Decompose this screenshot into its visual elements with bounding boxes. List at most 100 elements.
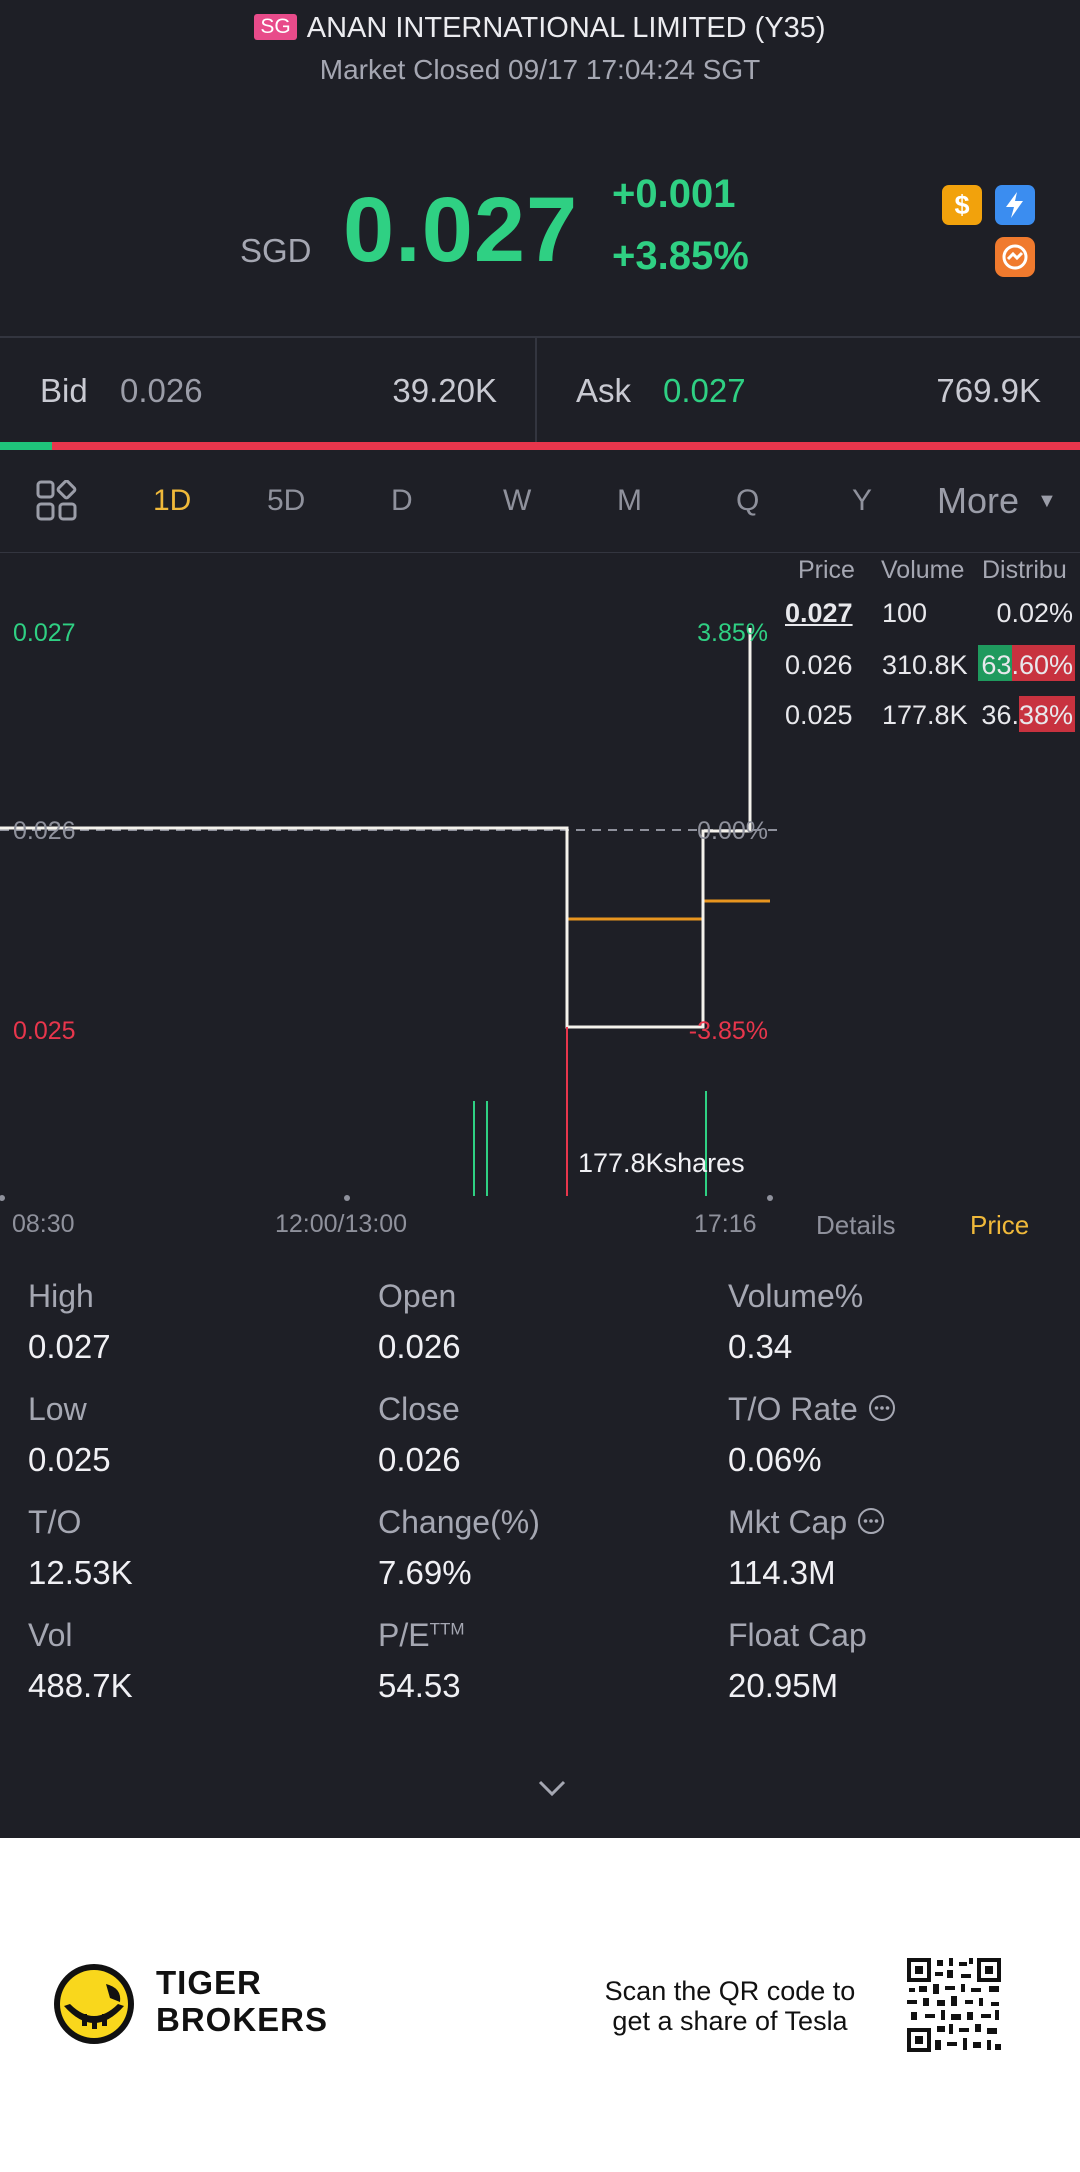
row-price: 0.025 bbox=[785, 700, 853, 730]
intraday-chart[interactable] bbox=[0, 553, 780, 1203]
tab-details[interactable]: Details bbox=[816, 1210, 896, 1240]
volume-tooltip: 177.8Kshares bbox=[578, 1148, 745, 1178]
y-axis-bottom-label: 0.025 bbox=[13, 1017, 76, 1045]
average-price-line bbox=[0, 826, 770, 921]
layout-grid-icon[interactable] bbox=[36, 479, 78, 527]
row-volume: 177.8K bbox=[882, 700, 968, 730]
stat-volume-pct-label: Volume% bbox=[728, 1278, 864, 1314]
bid-size: 39.20K bbox=[392, 372, 497, 409]
market-badge: SG bbox=[254, 14, 297, 40]
stat-vol-value: 488.7K bbox=[28, 1667, 133, 1704]
divider bbox=[0, 336, 1080, 338]
tab-1d[interactable]: 1D bbox=[153, 484, 192, 517]
price-line bbox=[0, 628, 752, 1029]
stat-vol-label: Vol bbox=[28, 1617, 73, 1653]
x-axis-end-label: 17:16 bbox=[694, 1210, 757, 1238]
row-distribution: 36.38% bbox=[981, 700, 1073, 730]
row-distribution: 0.02% bbox=[996, 598, 1073, 628]
more-dropdown[interactable]: More ▼ bbox=[937, 480, 1057, 522]
stock-title: SG ANAN INTERNATIONAL LIMITED (Y35) bbox=[0, 12, 1080, 45]
stat-low-value: 0.025 bbox=[28, 1441, 111, 1478]
bid-volume-bar bbox=[0, 442, 52, 450]
col-distribution: Distribu bbox=[982, 556, 1067, 584]
divider bbox=[0, 552, 1080, 553]
brand-line-2: BROKERS bbox=[156, 2001, 329, 2038]
stat-float-cap-value: 20.95M bbox=[728, 1667, 839, 1704]
stat-high-value: 0.027 bbox=[28, 1328, 111, 1365]
scan-prompt: Scan the QR code to get a share of Tesla bbox=[585, 1976, 875, 2036]
col-volume: Volume bbox=[881, 556, 965, 584]
stat-to-rate-value: 0.06% bbox=[728, 1441, 822, 1478]
axis-tick bbox=[767, 1195, 773, 1201]
stat-close-value: 0.026 bbox=[378, 1441, 461, 1478]
tab-price[interactable]: Price bbox=[970, 1210, 1030, 1240]
tab-d[interactable]: D bbox=[391, 484, 413, 517]
ask-price: 0.027 bbox=[663, 372, 746, 409]
stat-close-label: Close bbox=[378, 1391, 460, 1427]
stat-to-rate-label: T/O Rate bbox=[728, 1391, 858, 1427]
price-change-percent: +3.85% bbox=[612, 234, 749, 278]
x-axis-mid-label: 12:00/13:00 bbox=[275, 1210, 408, 1238]
tab-q[interactable]: Q bbox=[736, 484, 760, 517]
row-distribution: 63.60% bbox=[981, 650, 1073, 680]
stat-change-pct-label: Change(%) bbox=[378, 1504, 540, 1540]
promo-footer: TIGER BROKERS Scan the QR code to get a … bbox=[0, 1838, 1080, 2172]
expand-chevron-icon[interactable] bbox=[536, 1778, 568, 1803]
bid-label: Bid bbox=[40, 372, 88, 409]
axis-tick bbox=[0, 1195, 5, 1201]
stat-pe-label: P/E bbox=[378, 1617, 430, 1653]
pct-axis-top-label: 3.85% bbox=[697, 619, 768, 647]
brand-line-1: TIGER bbox=[156, 1964, 262, 2001]
pct-axis-mid-label: 0.00% bbox=[697, 817, 768, 845]
y-axis-top-label: 0.027 bbox=[13, 619, 76, 647]
dollar-icon[interactable]: $ bbox=[942, 185, 982, 225]
distribution-bar bbox=[1019, 696, 1075, 732]
axis-tick bbox=[344, 1195, 350, 1201]
stat-mkt-cap-label: Mkt Cap bbox=[728, 1504, 848, 1540]
bid-price: 0.026 bbox=[120, 372, 203, 409]
stat-low-label: Low bbox=[28, 1391, 87, 1427]
stat-mkt-cap-value: 114.3M bbox=[728, 1554, 836, 1591]
tab-5d[interactable]: 5D bbox=[267, 484, 306, 517]
scan-line-2: get a share of Tesla bbox=[612, 2006, 848, 2036]
stat-pe: P/ETTM bbox=[378, 1617, 465, 1654]
divider bbox=[535, 338, 537, 442]
tab-w[interactable]: W bbox=[503, 484, 532, 517]
stat-to-value: 12.53K bbox=[28, 1554, 133, 1591]
more-label: More bbox=[937, 480, 1020, 521]
row-price: 0.027 bbox=[785, 598, 853, 628]
row-volume: 100 bbox=[882, 598, 928, 628]
stat-change-pct-value: 7.69% bbox=[378, 1554, 472, 1591]
ask-label: Ask bbox=[576, 372, 632, 409]
stat-mkt-cap[interactable]: Mkt Cap bbox=[728, 1504, 886, 1541]
more-info-icon[interactable] bbox=[867, 1393, 897, 1423]
x-axis-start-label: 08:30 bbox=[12, 1210, 75, 1238]
brand-name: TIGER BROKERS bbox=[156, 1964, 328, 2038]
qr-code bbox=[905, 1956, 1003, 2059]
chart-circle-icon[interactable] bbox=[995, 237, 1035, 277]
stat-high-label: High bbox=[28, 1278, 94, 1314]
ask-size: 769.9K bbox=[936, 372, 1041, 409]
lightning-icon[interactable] bbox=[995, 185, 1035, 225]
stat-volume-pct-value: 0.34 bbox=[728, 1328, 793, 1365]
stat-open-label: Open bbox=[378, 1278, 457, 1314]
stat-pe-suffix: TTM bbox=[429, 1619, 465, 1639]
stat-open-value: 0.026 bbox=[378, 1328, 461, 1365]
scan-line-1: Scan the QR code to bbox=[604, 1976, 856, 2006]
stat-float-cap-label: Float Cap bbox=[728, 1617, 867, 1653]
market-status: Market Closed 09/17 17:04:24 SGT bbox=[319, 54, 761, 85]
price-change: +0.001 bbox=[612, 172, 736, 216]
currency-label: SGD bbox=[240, 232, 312, 269]
stat-pe-value: 54.53 bbox=[378, 1667, 461, 1704]
stock-name: ANAN INTERNATIONAL LIMITED (Y35) bbox=[306, 12, 826, 44]
more-info-icon[interactable] bbox=[856, 1506, 886, 1536]
stat-to-rate[interactable]: T/O Rate bbox=[728, 1391, 897, 1428]
col-price: Price bbox=[798, 556, 855, 584]
ask-volume-bar bbox=[0, 442, 1080, 450]
tab-y[interactable]: Y bbox=[852, 484, 873, 517]
tab-m[interactable]: M bbox=[617, 484, 642, 517]
stat-to-label: T/O bbox=[28, 1504, 82, 1540]
row-volume: 310.8K bbox=[882, 650, 968, 680]
tiger-logo-icon bbox=[52, 1962, 136, 2051]
last-price: 0.027 bbox=[343, 179, 579, 281]
